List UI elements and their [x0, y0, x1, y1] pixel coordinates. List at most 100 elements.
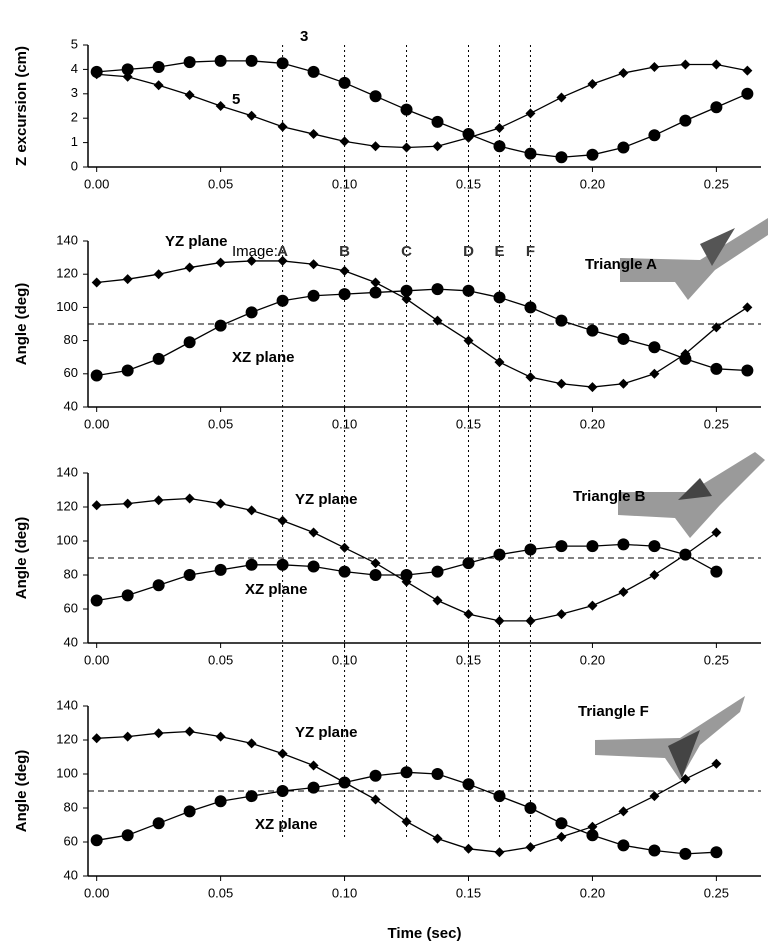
x-tick-label: 0.25 — [704, 652, 729, 667]
data-point — [369, 769, 382, 782]
data-point — [307, 65, 320, 78]
image-label: Image: — [232, 243, 278, 260]
y-tick-label: 140 — [56, 464, 78, 479]
data-point — [711, 322, 722, 333]
data-point — [431, 768, 444, 780]
data-point — [183, 336, 196, 349]
x-tick-label: 0.15 — [456, 176, 481, 191]
data-point — [524, 543, 537, 556]
y-tick-label: 80 — [64, 332, 78, 347]
data-point — [556, 609, 567, 620]
y-tick-label: 60 — [64, 833, 78, 848]
data-point — [679, 352, 692, 365]
y-axis-label: Angle (deg) — [13, 283, 30, 366]
series-line — [96, 260, 748, 388]
y-tick-label: 4 — [71, 61, 78, 76]
y-tick-label: 60 — [64, 600, 78, 615]
data-point — [648, 341, 661, 354]
data-point — [649, 570, 660, 580]
data-point — [493, 790, 506, 803]
data-point — [370, 141, 381, 152]
x-tick-label: 0.15 — [456, 416, 481, 431]
data-point — [556, 92, 567, 103]
data-point — [618, 806, 629, 817]
data-point — [462, 778, 475, 791]
image-name: F — [526, 243, 535, 260]
data-point — [276, 785, 289, 797]
data-point — [369, 569, 382, 581]
x-tick-label: 0.25 — [704, 885, 729, 900]
data-point — [431, 565, 444, 578]
triangle-f-icon — [595, 696, 745, 780]
data-point — [525, 372, 536, 383]
data-point — [555, 817, 568, 830]
data-point — [555, 151, 568, 164]
data-point — [525, 615, 536, 626]
data-point — [710, 565, 723, 578]
data-point — [555, 540, 568, 553]
y-tick-label: 80 — [64, 566, 78, 581]
y-tick-label: 40 — [64, 634, 78, 649]
data-point — [431, 115, 444, 128]
data-point — [153, 80, 164, 91]
data-point — [277, 748, 288, 759]
y-axis-label: Z excursion (cm) — [13, 46, 30, 166]
x-tick-label: 0.10 — [332, 652, 357, 667]
data-point — [152, 60, 165, 73]
data-point — [246, 110, 257, 121]
data-point — [215, 498, 226, 509]
data-point — [494, 615, 505, 626]
x-tick-label: 0.05 — [208, 885, 233, 900]
y-tick-label: 3 — [71, 85, 78, 100]
data-point — [400, 103, 413, 116]
data-point — [617, 332, 630, 345]
x-tick-label: 0.10 — [332, 416, 357, 431]
y-tick-label: 0 — [71, 158, 78, 173]
data-point — [308, 760, 319, 771]
data-point — [246, 505, 257, 516]
data-point — [432, 833, 443, 844]
data-point — [153, 728, 164, 739]
series-label: XZ plane — [232, 349, 295, 366]
data-point — [432, 315, 443, 326]
data-point — [587, 79, 598, 90]
data-point — [369, 286, 382, 299]
x-tick-label: 0.25 — [704, 176, 729, 191]
data-point — [370, 558, 381, 569]
data-point — [524, 301, 537, 314]
data-point — [741, 87, 754, 100]
data-point — [338, 776, 351, 789]
data-point — [431, 283, 444, 296]
data-point — [587, 382, 598, 393]
series-label: YZ plane — [295, 491, 358, 508]
series-label: YZ plane — [165, 233, 228, 250]
data-point — [618, 587, 629, 597]
data-point — [648, 844, 661, 857]
image-name: A — [277, 243, 288, 260]
data-point — [494, 847, 505, 858]
y-tick-label: 120 — [56, 498, 78, 513]
image-name: E — [494, 243, 504, 260]
data-point — [649, 61, 660, 72]
data-point — [339, 542, 350, 553]
annotation: Triangle F — [578, 703, 649, 720]
data-point — [586, 148, 599, 161]
y-tick-label: 100 — [56, 299, 78, 314]
y-tick-label: 100 — [56, 532, 78, 547]
data-point — [710, 362, 723, 375]
data-point — [711, 59, 722, 70]
data-point — [617, 538, 630, 551]
data-point — [586, 324, 599, 337]
x-tick-label: 0.05 — [208, 176, 233, 191]
data-point — [214, 563, 227, 576]
data-point — [122, 274, 133, 285]
x-tick-label: 0.10 — [332, 885, 357, 900]
data-point — [121, 829, 134, 842]
data-point — [245, 306, 258, 319]
data-point — [122, 731, 133, 742]
data-point — [307, 781, 320, 794]
data-point — [338, 76, 351, 89]
data-point — [679, 114, 692, 127]
data-point — [307, 560, 320, 573]
